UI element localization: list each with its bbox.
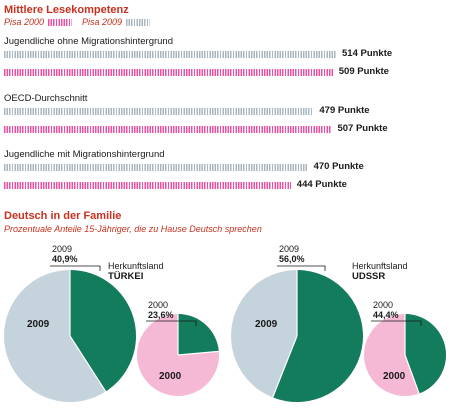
pie-percent-label: 40,9% <box>52 254 78 264</box>
pie-slice-german <box>405 314 447 394</box>
group-label: Jugendliche mit Migrationshintergrund <box>4 149 165 160</box>
chart-subtitle: Prozentuale Anteile 15-Jähriger, die zu … <box>4 224 262 234</box>
pie-percent-label: 23,6% <box>148 310 174 320</box>
legend-label-2000: Pisa 2000 <box>4 17 45 27</box>
group-label: OECD-Durchschnitt <box>4 93 88 104</box>
bar-pisa-2009 <box>4 164 308 171</box>
pie-year-label: 2009 <box>52 244 73 254</box>
chart-title-deutsch: Deutsch in der Familie <box>4 210 122 222</box>
pie-inner-year: 2009 <box>27 319 50 330</box>
chart-title-lesekompetenz: Mittlere Lesekompetenz <box>4 4 129 16</box>
pie-label-leader <box>146 320 197 326</box>
bar-pisa-2009 <box>4 108 314 115</box>
bar-pisa-2000 <box>4 126 332 133</box>
pie-inner-year: 2009 <box>255 319 278 330</box>
pie-divider <box>272 335 298 398</box>
origin-name: TÜRKEI <box>108 271 144 282</box>
bar-value-label: 509 Punkte <box>338 66 389 77</box>
group-label: Jugendliche ohne Migrationshintergrund <box>4 36 174 47</box>
bar-value-label: 514 Punkte <box>342 48 393 59</box>
origin-label: Herkunftsland <box>352 261 408 271</box>
pie-label-leader <box>371 320 422 326</box>
legend-swatch-2009 <box>126 18 151 26</box>
pie-divider <box>69 335 107 392</box>
bar-pisa-2000 <box>4 69 333 76</box>
legend-label-2009: Pisa 2009 <box>82 17 123 27</box>
pie-label-leader <box>277 265 326 271</box>
pie-label-leader <box>50 265 101 271</box>
pie-percent-label: 44,4% <box>373 310 399 320</box>
pie-inner-year: 2000 <box>159 371 182 382</box>
pie-inner-year: 2000 <box>383 371 406 382</box>
pie-divider <box>404 354 420 394</box>
legend-swatch-2000 <box>48 18 73 26</box>
pie-year-label: 2009 <box>279 244 300 254</box>
pie-percent-label: 56,0% <box>279 254 305 264</box>
bar-pisa-2009 <box>4 51 336 58</box>
legend: Pisa 2000 Pisa 2009 <box>4 17 160 27</box>
pie-slice-german <box>272 270 363 402</box>
pie-divider <box>177 350 219 356</box>
pie-slice-german <box>178 314 219 355</box>
pie-year-label: 2000 <box>148 300 169 310</box>
pie-year-label: 2000 <box>373 300 394 310</box>
bar-value-label: 507 Punkte <box>337 123 388 134</box>
bar-value-label: 479 Punkte <box>319 105 370 116</box>
bar-value-label: 444 Punkte <box>296 179 347 190</box>
bar-pisa-2000 <box>4 182 291 189</box>
bar-value-label: 470 Punkte <box>313 161 364 172</box>
origin-name: UDSSR <box>352 271 386 282</box>
origin-label: Herkunftsland <box>108 261 164 271</box>
